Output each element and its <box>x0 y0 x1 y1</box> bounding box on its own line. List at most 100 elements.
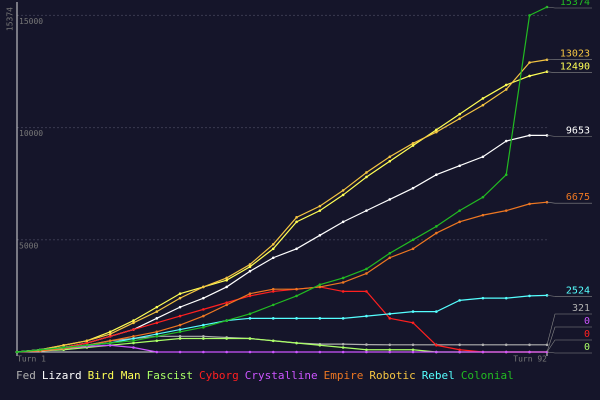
leader-line <box>546 71 592 74</box>
data-point <box>504 139 508 143</box>
data-point <box>178 328 182 331</box>
end-label: 321 <box>572 303 590 314</box>
data-point <box>504 173 508 177</box>
data-point <box>504 343 508 347</box>
data-point <box>504 209 508 212</box>
data-point <box>411 238 415 242</box>
data-point <box>202 296 205 300</box>
data-point <box>435 225 438 228</box>
data-point <box>132 321 135 325</box>
data-point <box>271 303 275 307</box>
data-point <box>62 343 65 347</box>
end-label: 12490 <box>560 62 590 73</box>
data-point <box>458 117 461 120</box>
data-point <box>202 326 205 329</box>
data-point <box>365 314 368 318</box>
end-label: 0 <box>584 316 590 327</box>
data-point <box>271 242 275 246</box>
data-point <box>458 348 461 352</box>
data-point <box>341 346 345 349</box>
data-point <box>341 276 345 280</box>
data-point <box>202 334 205 338</box>
leader-line <box>546 351 592 354</box>
data-point <box>85 341 89 345</box>
data-point <box>178 334 182 338</box>
data-point <box>388 155 392 159</box>
data-point <box>341 317 345 320</box>
data-point <box>248 312 252 316</box>
data-point <box>341 193 345 197</box>
data-point <box>271 256 275 260</box>
data-point <box>411 348 415 352</box>
data-point <box>481 97 485 100</box>
data-point <box>132 346 135 349</box>
data-point <box>458 343 461 347</box>
data-point <box>411 343 415 347</box>
data-point <box>388 343 392 347</box>
data-point <box>271 247 275 251</box>
data-point <box>85 339 89 343</box>
data-point <box>435 128 438 132</box>
data-point <box>202 314 205 318</box>
data-point <box>528 134 531 137</box>
data-point <box>504 350 508 354</box>
data-point <box>388 350 392 354</box>
data-point <box>108 332 112 336</box>
data-point <box>341 220 345 224</box>
data-point <box>295 247 298 251</box>
data-point <box>365 343 368 346</box>
series-line <box>16 71 548 353</box>
data-point <box>271 290 275 293</box>
data-point <box>62 346 65 349</box>
data-point <box>341 342 345 346</box>
data-point <box>481 350 485 354</box>
data-point <box>248 337 252 340</box>
data-point <box>248 292 252 295</box>
data-point <box>155 310 159 313</box>
leader-line <box>546 6 592 9</box>
data-point <box>318 209 322 212</box>
data-point <box>481 296 485 300</box>
data-point <box>132 319 135 322</box>
data-point <box>38 348 42 352</box>
series-line <box>16 201 548 353</box>
data-point <box>411 186 415 190</box>
data-point <box>202 337 205 340</box>
data-point <box>435 130 438 134</box>
data-point <box>365 272 368 275</box>
data-point <box>248 294 252 298</box>
legend-entry: Fascist <box>147 369 193 382</box>
data-point <box>178 296 182 300</box>
data-point <box>481 213 485 217</box>
data-point <box>225 319 228 322</box>
legend-entry: Rebel <box>422 369 455 382</box>
data-point <box>248 350 252 354</box>
data-point <box>365 175 368 179</box>
data-point <box>458 220 461 224</box>
data-point <box>365 348 368 352</box>
data-point <box>155 305 159 309</box>
data-point <box>411 142 415 145</box>
legend-entry: Bird Man <box>88 369 141 382</box>
y-tick-label: 10000 <box>19 129 43 138</box>
data-point <box>388 159 392 163</box>
data-point <box>545 343 549 347</box>
data-point <box>435 310 438 313</box>
data-point <box>318 234 322 237</box>
data-point <box>458 209 461 212</box>
y-max-label: 15374 <box>6 7 15 31</box>
data-point <box>132 339 135 343</box>
data-point <box>528 61 531 64</box>
data-point <box>295 287 298 291</box>
data-point <box>108 341 112 345</box>
data-point <box>435 343 438 347</box>
data-point <box>225 337 228 340</box>
data-point <box>155 339 159 343</box>
data-point <box>108 330 112 334</box>
data-point <box>178 337 182 340</box>
data-point <box>388 198 392 201</box>
data-point <box>341 189 345 192</box>
data-point <box>435 173 438 177</box>
data-point <box>155 350 159 354</box>
